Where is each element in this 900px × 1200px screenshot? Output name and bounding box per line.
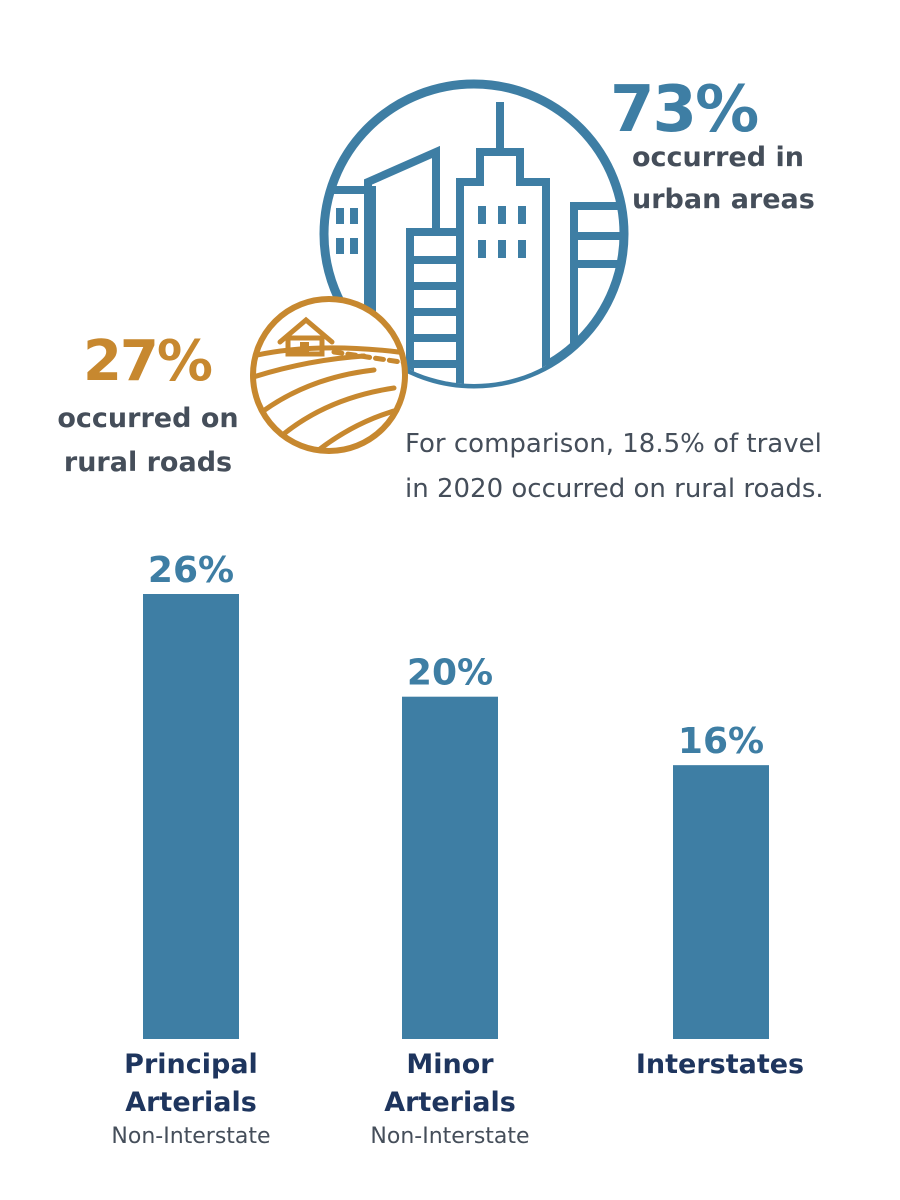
category-label: Principal Arterials [124,1049,258,1118]
category-label: Interstates [635,1049,805,1080]
category-label: Minor Arterials [384,1049,516,1118]
bar-value-label-2: 16% [678,721,764,762]
comparison-note-line1: For comparison, 18.5% of travel [405,429,822,459]
rural-caption-line1: occurred on [57,403,239,434]
category-sublabel: Non-Interstate [370,1124,530,1149]
category-principal-arterials: Principal Arterials Non-Interstate [71,1046,311,1152]
urban-percent: 73% [610,73,759,147]
rural-caption-line2: rural roads [63,447,233,478]
bar-2 [673,765,769,1039]
category-sublabel: Non-Interstate [111,1124,271,1149]
bar-chart: 26% 20% 16% [143,550,769,1039]
comparison-note-line2: in 2020 occurred on rural roads. [405,474,824,504]
rural-percent: 27% [82,329,213,394]
bar-value-label-1: 20% [407,653,493,694]
urban-caption-line2: urban areas [632,184,815,215]
urban-caption-line1: occurred in [632,142,804,173]
bar-0 [143,594,239,1039]
category-interstates: Interstates [600,1046,840,1084]
bar-1 [402,696,498,1039]
category-minor-arterials: Minor Arterials Non-Interstate [330,1046,570,1152]
bar-value-label-0: 26% [148,550,234,591]
rural-farm-icon [250,296,408,454]
